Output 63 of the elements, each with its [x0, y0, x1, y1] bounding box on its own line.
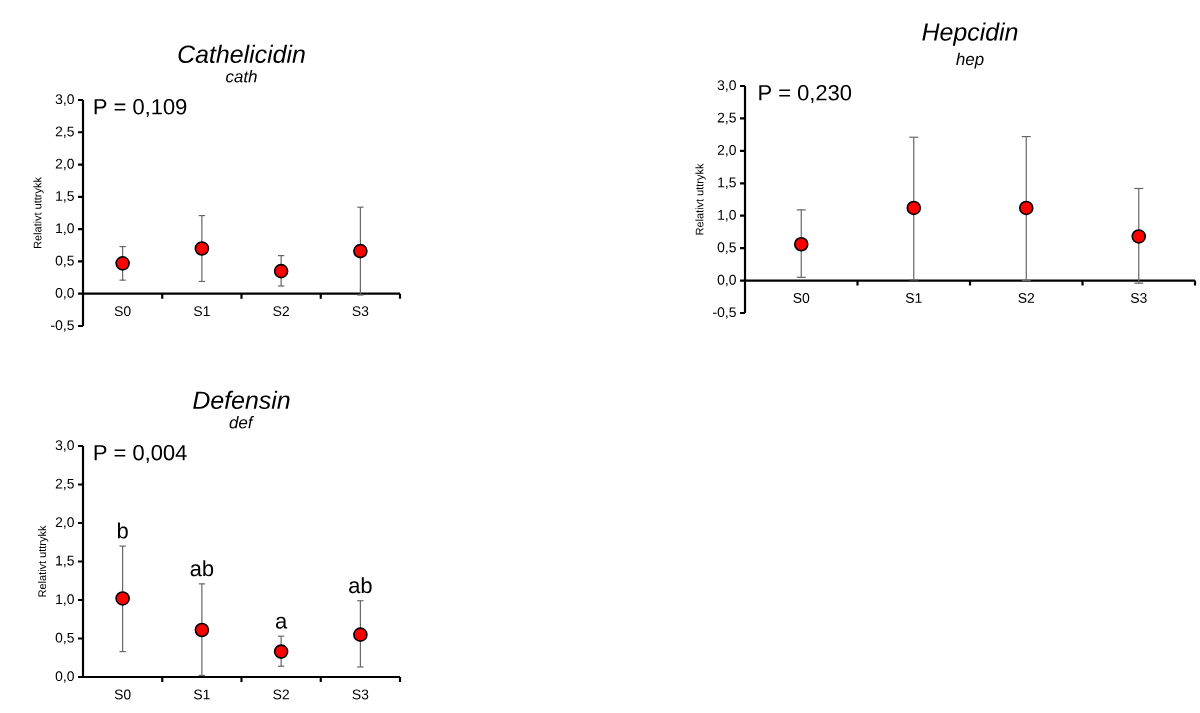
y-tick-label: 3,0	[55, 94, 74, 106]
x-tick-label: S3	[352, 306, 369, 317]
annotation: a	[275, 616, 288, 629]
point	[115, 591, 130, 606]
chart-subtitle: hep	[956, 52, 984, 69]
y-tick-label: 2,5	[55, 126, 74, 139]
annotation: ab	[190, 560, 214, 577]
y-tick-label: 0,5	[55, 632, 74, 645]
y-tick-label: 2,5	[717, 112, 736, 125]
x-tick-label: S1	[193, 689, 210, 700]
point	[1131, 229, 1147, 244]
x-tick-label: S0	[114, 689, 131, 700]
chart-title: Hepcidin	[922, 22, 1018, 46]
point	[1018, 200, 1034, 216]
y-tick-label: 1,5	[56, 555, 74, 568]
chart-subtitle: def	[229, 416, 254, 429]
y-axis-title: Relativt uttrykk	[695, 163, 706, 235]
x-tick-label: S1	[905, 293, 922, 303]
x-tick-label: S3	[352, 689, 369, 700]
y-tick-label: 1,5	[56, 191, 74, 203]
annotation: ab	[349, 577, 372, 594]
y-tick-label: 3,0	[55, 440, 74, 452]
chart-subtitle: cath	[226, 70, 257, 83]
x-tick-label: S1	[193, 306, 210, 317]
y-tick-label: 1,0	[56, 223, 74, 235]
x-tick-label: S0	[793, 293, 810, 303]
x-tick-label: S2	[273, 306, 289, 317]
y-tick-label: 1,5	[718, 177, 736, 189]
y-tick-label: 0,0	[55, 287, 74, 300]
y-tick-label: -0,5	[713, 307, 736, 319]
annotation: P = 0,109	[94, 98, 187, 118]
y-tick-label: 1,0	[56, 594, 74, 606]
point	[906, 200, 922, 216]
point	[194, 622, 210, 638]
point	[793, 236, 809, 252]
annotation: P = 0,004	[94, 444, 187, 463]
chart-title: Defensin	[193, 390, 290, 410]
y-tick-label: 3,0	[717, 80, 736, 92]
y-tick-label: 2,0	[55, 517, 74, 529]
y-axis-title: Relativt uttrykk	[33, 177, 44, 249]
y-tick-label: 0,5	[717, 242, 736, 254]
point	[273, 263, 289, 279]
point	[115, 256, 130, 271]
point	[273, 644, 289, 659]
y-tick-label: 1,0	[718, 209, 736, 222]
y-tick-label: 2,0	[717, 145, 736, 157]
y-tick-label: 0,5	[55, 255, 74, 268]
y-tick-label: 0,0	[55, 671, 74, 683]
x-tick-label: S2	[1018, 293, 1035, 303]
annotation: b	[117, 522, 128, 539]
y-tick-label: 2,0	[55, 158, 74, 171]
annotation: P = 0,230	[759, 84, 852, 104]
y-axis-title: Relativt uttrykk	[38, 525, 49, 597]
x-tick-label: S3	[1130, 293, 1147, 303]
point	[353, 627, 368, 642]
point	[194, 241, 210, 256]
x-tick-label: S2	[273, 689, 289, 700]
y-tick-label: 0,0	[717, 274, 736, 287]
y-tick-label: 2,5	[55, 478, 74, 491]
point	[353, 243, 368, 259]
x-tick-label: S0	[114, 306, 131, 317]
y-tick-label: -0,5	[51, 320, 74, 332]
chart-title: Cathelicidin	[178, 44, 305, 64]
